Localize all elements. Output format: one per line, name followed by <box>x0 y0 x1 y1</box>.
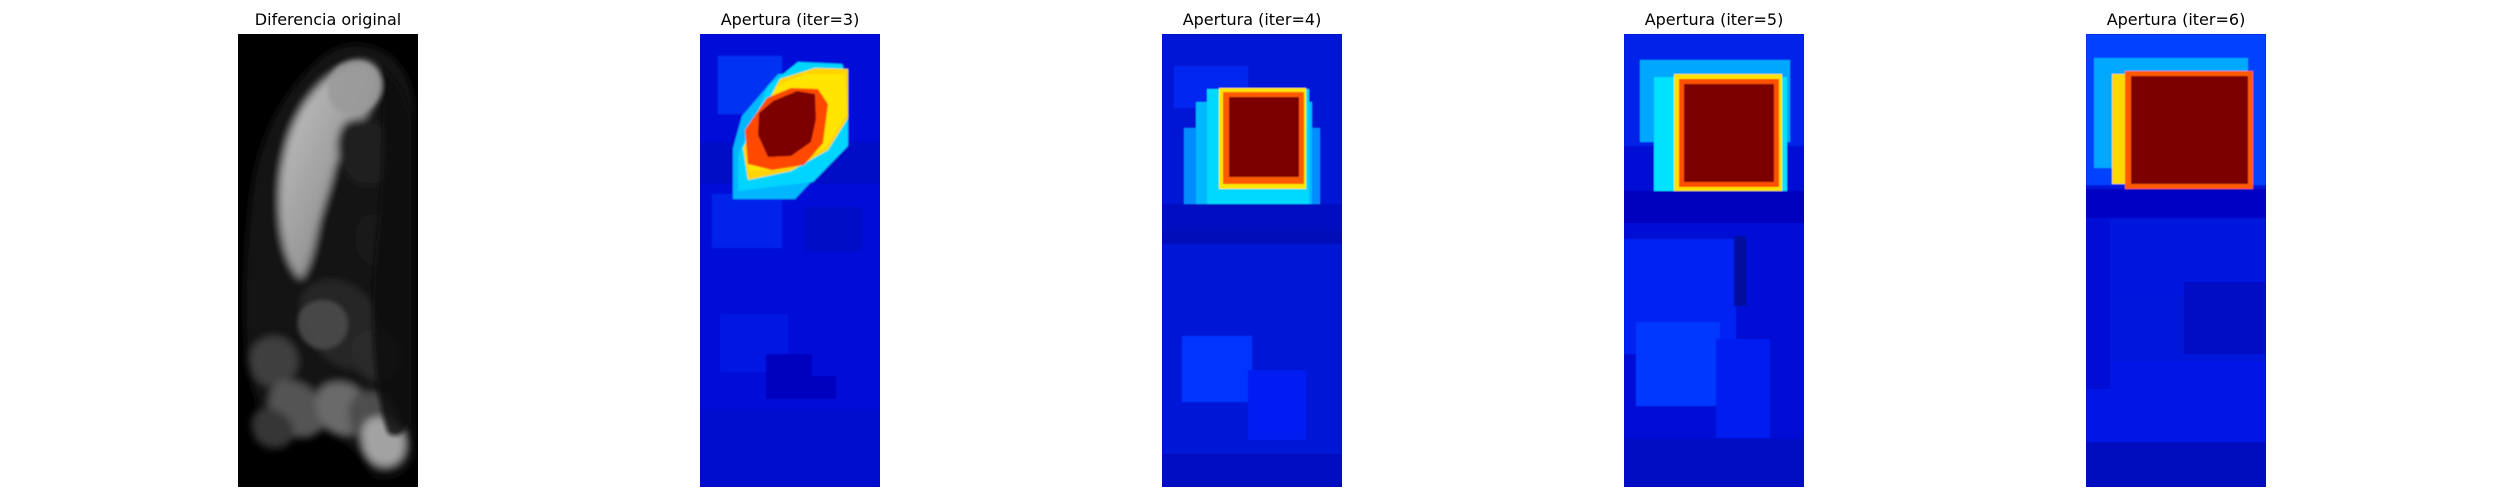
panel-original: Diferencia original <box>238 0 418 500</box>
panel-title: Apertura (iter=4) <box>1182 10 1322 29</box>
panel-iter-4: Apertura (iter=4) <box>1162 0 1342 500</box>
panel-iter-3: Apertura (iter=3) <box>700 0 880 500</box>
panel-title: Diferencia original <box>254 10 402 29</box>
panel-title: Apertura (iter=3) <box>720 10 860 29</box>
panel-title: Apertura (iter=5) <box>1644 10 1784 29</box>
opening-image-iter-5 <box>1624 34 1804 487</box>
panel-iter-5: Apertura (iter=5) <box>1624 0 1804 500</box>
panel-title: Apertura (iter=6) <box>2106 10 2246 29</box>
panel-iter-6: Apertura (iter=6) <box>2086 0 2266 500</box>
opening-image-iter-6 <box>2086 34 2266 487</box>
opening-image-iter-3 <box>700 34 880 487</box>
opening-image-iter-4 <box>1162 34 1342 487</box>
grayscale-difference-image <box>238 34 418 487</box>
